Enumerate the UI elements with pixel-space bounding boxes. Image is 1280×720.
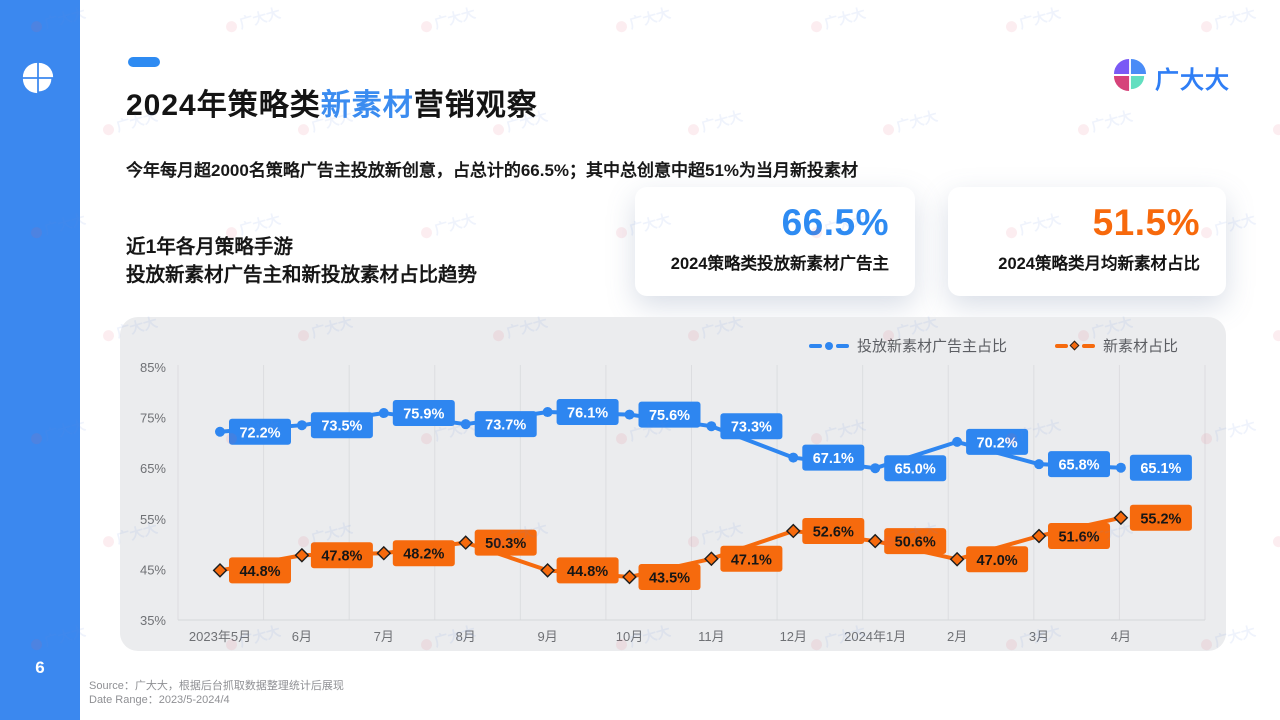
brand-name: 广大大 [1155,67,1230,94]
stat-value: 66.5% [781,202,889,243]
svg-text:55.2%: 55.2% [1140,511,1181,527]
legend-line-dot-icon [808,340,849,352]
svg-text:8月: 8月 [456,629,476,644]
stat-value: 51.5% [1092,202,1200,243]
svg-text:9月: 9月 [537,629,557,644]
footer-source: Source：广大大，根据后台抓取数据整理统计后展现 [89,680,344,692]
title-accent-bar [128,57,160,67]
svg-text:75%: 75% [140,411,166,426]
brand-logo-icon [22,62,54,94]
chart-panel: 85% 75% 65% 55% 45% 35% 2023年5月 6月 7月 8月 9月 10月 11月 1… [120,317,1226,651]
left-rail: 6 [0,0,80,720]
chart-legend: 投放新素材广告主占比 新素材占比 [808,335,1178,356]
svg-text:12月: 12月 [780,629,807,644]
svg-text:75.6%: 75.6% [649,408,690,424]
svg-text:75.9%: 75.9% [403,407,444,423]
trend-line-chart: 85% 75% 65% 55% 45% 35% 2023年5月 6月 7月 8月 9月 10月 11月 1… [140,360,1206,644]
stat-label: 2024策略类月均新素材占比 [998,255,1200,273]
svg-text:50.6%: 50.6% [895,535,936,551]
svg-text:55%: 55% [140,512,166,527]
svg-text:85%: 85% [140,360,166,375]
svg-text:45%: 45% [140,562,166,577]
stat-label: 2024策略类投放新素材广告主 [670,255,889,273]
svg-text:52.6%: 52.6% [813,524,854,540]
svg-text:3月: 3月 [1029,629,1049,644]
svg-text:76.1%: 76.1% [567,406,608,422]
svg-text:51.6%: 51.6% [1058,530,1099,546]
page-subtitle: 今年每月超2000名策略广告主投放新创意，占总计的66.5%；其中总创意中超51… [126,161,859,180]
svg-text:10月: 10月 [616,629,643,644]
legend-item-advertiser-ratio: 投放新素材广告主占比 [808,335,1007,356]
footer-note: Source：广大大，根据后台抓取数据整理统计后展现 Date Range：20… [89,680,344,707]
svg-text:65.0%: 65.0% [895,462,936,478]
page-number: 6 [35,658,45,677]
svg-text:4月: 4月 [1111,629,1131,644]
legend-item-material-ratio: 新素材占比 [1054,335,1178,356]
svg-text:65%: 65% [140,461,166,476]
stat-card-new-material-share: 51.5% 2024策略类月均新素材占比 [948,187,1226,296]
svg-text:47.0%: 47.0% [977,553,1018,569]
svg-text:2023年5月: 2023年5月 [189,629,251,644]
svg-text:73.5%: 73.5% [321,419,362,435]
stat-card-advertisers: 66.5% 2024策略类投放新素材广告主 [635,187,915,296]
chart-section-title: 近1年各月策略手游 投放新素材广告主和新投放素材占比趋势 [126,236,478,286]
svg-text:47.1%: 47.1% [731,552,772,568]
svg-text:35%: 35% [140,613,166,628]
svg-text:44.8%: 44.8% [567,564,608,580]
svg-text:72.2%: 72.2% [239,425,280,441]
brand-lockup: 广大大 [1113,58,1230,97]
svg-text:2024年1月: 2024年1月 [844,629,906,644]
svg-text:47.8%: 47.8% [321,549,362,565]
svg-text:44.8%: 44.8% [239,564,280,580]
svg-text:7月: 7月 [374,629,394,644]
svg-text:6月: 6月 [292,629,312,644]
svg-text:50.3%: 50.3% [485,536,526,552]
page-title: 2024年策略类新素材营销观察 [126,89,538,122]
svg-text:65.8%: 65.8% [1058,458,1099,474]
svg-text:48.2%: 48.2% [403,547,444,563]
svg-text:11月: 11月 [698,629,725,644]
svg-text:43.5%: 43.5% [649,570,690,586]
brand-color-logo-icon [1113,58,1147,97]
svg-text:65.1%: 65.1% [1140,461,1181,477]
legend-line-diamond-icon [1054,340,1095,352]
svg-text:67.1%: 67.1% [813,451,854,467]
svg-text:73.7%: 73.7% [485,418,526,434]
svg-text:73.3%: 73.3% [731,420,772,436]
page-title-highlight: 新素材 [320,89,414,122]
svg-text:2月: 2月 [947,629,967,644]
svg-text:70.2%: 70.2% [977,435,1018,451]
footer-date-range: Date Range：2023/5-2024/4 [89,693,230,706]
